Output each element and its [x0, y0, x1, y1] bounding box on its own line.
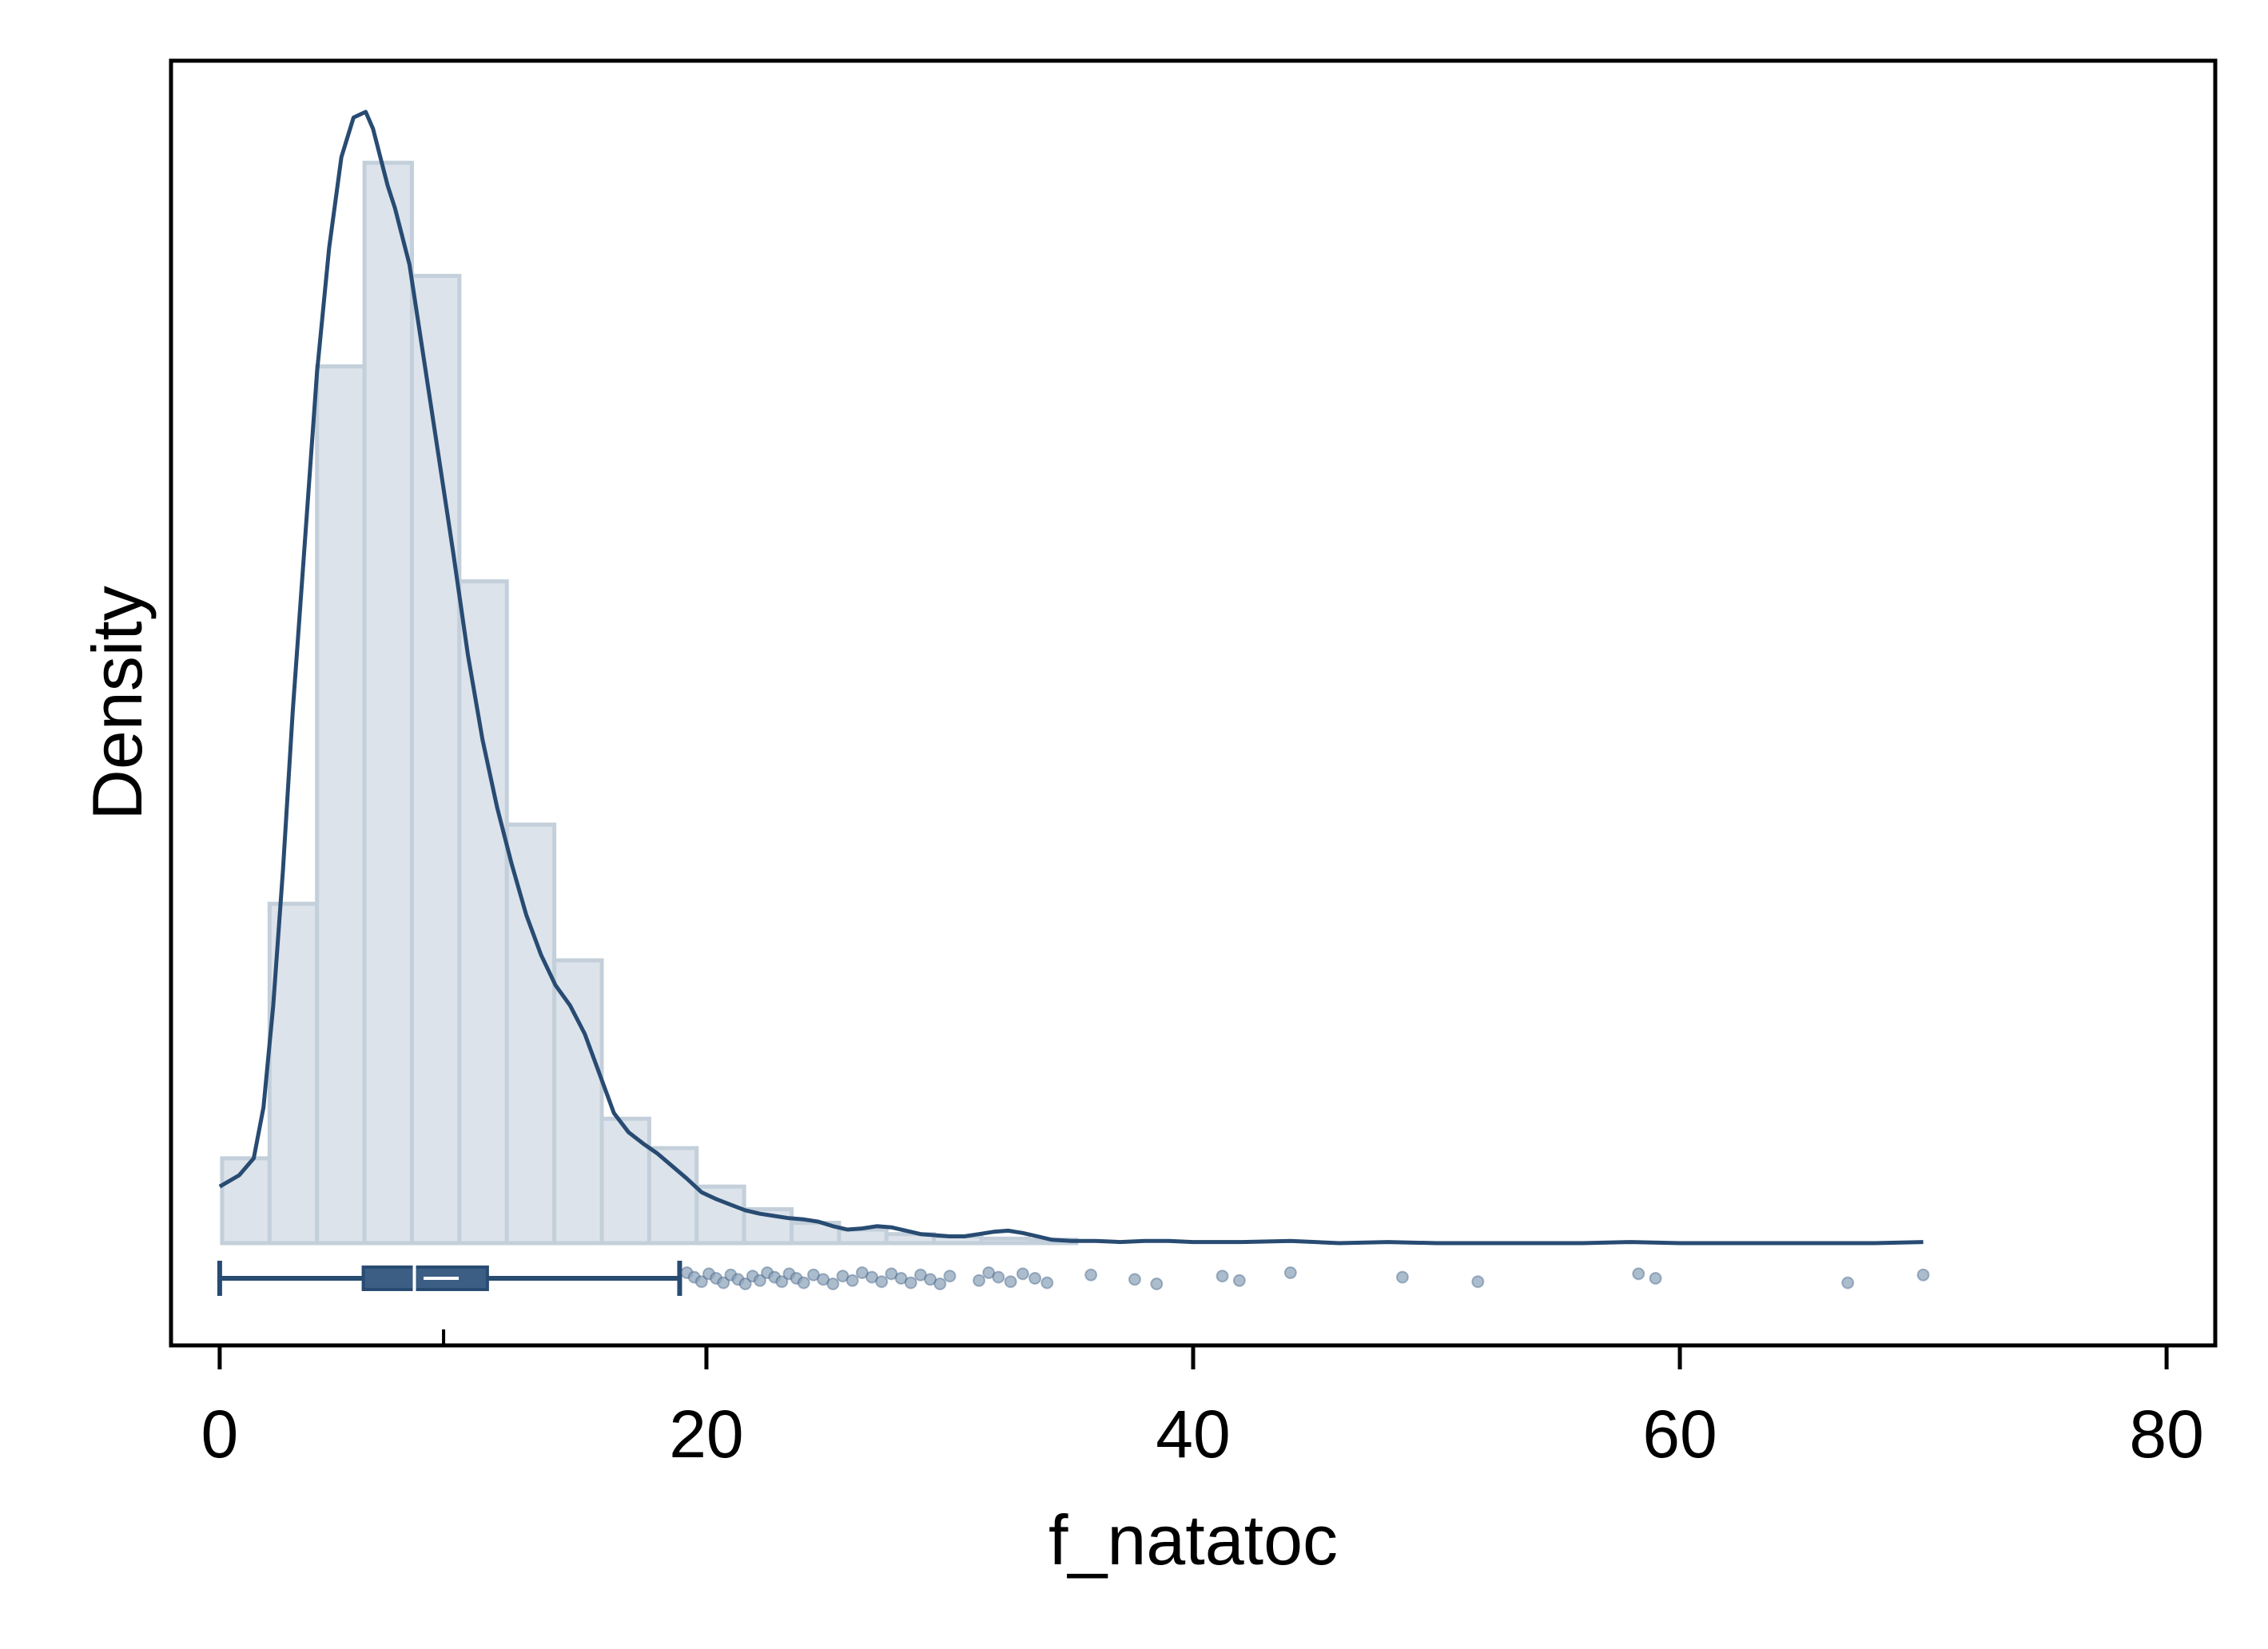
- boxplot-layer: [217, 1261, 1930, 1296]
- histogram-bar: [457, 579, 509, 1246]
- boxplot-outlier-point: [1632, 1267, 1645, 1281]
- boxplot-outlier-point: [1232, 1274, 1246, 1287]
- boxplot-outlier-point: [904, 1276, 917, 1289]
- boxplot-outlier-point: [1395, 1270, 1409, 1284]
- boxplot-outlier-point: [894, 1272, 908, 1285]
- boxplot-outlier-point: [913, 1268, 927, 1281]
- boxplot-outlier-point: [865, 1270, 879, 1284]
- boxplot-outlier-point: [933, 1277, 947, 1290]
- boxplot-outlier-point: [943, 1270, 957, 1283]
- boxplot-outlier-point: [982, 1266, 996, 1279]
- boxplot-outlier-point: [1216, 1270, 1229, 1283]
- boxplot-outlier-point: [1471, 1275, 1485, 1289]
- boxplot-outlier-point: [775, 1275, 789, 1289]
- x-tick-label: 80: [2129, 1397, 2203, 1472]
- boxplot-outlier-point: [738, 1277, 752, 1290]
- boxplot-outlier-point: [1016, 1267, 1029, 1281]
- histogram-bar: [694, 1184, 746, 1246]
- boxplot-outlier-point: [992, 1270, 1005, 1284]
- boxplot-outlier-point: [826, 1277, 840, 1290]
- histogram-bar: [409, 273, 462, 1246]
- boxplot-outlier-point: [836, 1270, 850, 1283]
- boxplot-outlier-point: [1128, 1273, 1141, 1286]
- kde-line: [218, 109, 1924, 1246]
- boxplot-outlier-point: [846, 1274, 859, 1287]
- boxplot-outlier-point: [1040, 1276, 1054, 1289]
- boxplot-outlier-point: [1916, 1268, 1930, 1281]
- boxplot-outlier-point: [885, 1267, 898, 1281]
- y-axis-title: Density: [78, 586, 157, 820]
- boxplot-outlier-point: [1084, 1268, 1098, 1281]
- x-tick-label: 60: [1642, 1397, 1717, 1472]
- histogram-bar: [504, 822, 557, 1246]
- x-axis-title: f_natatoc: [1048, 1500, 1338, 1579]
- histogram-bar: [599, 1116, 651, 1246]
- boxplot-outlier-point: [817, 1273, 830, 1286]
- boxplot-outlier-point: [855, 1266, 869, 1279]
- boxplot-outlier-point: [1649, 1272, 1662, 1285]
- boxplot-outlier-point: [973, 1274, 986, 1287]
- histogram-bar: [315, 364, 367, 1246]
- x-tick-label: 40: [1156, 1397, 1230, 1472]
- boxplot-outlier-point: [694, 1275, 708, 1289]
- boxplot-outlier-point: [1004, 1275, 1017, 1289]
- histogram-bar: [647, 1146, 699, 1246]
- kde-curve-layer: [218, 109, 1924, 1246]
- histogram-bar: [220, 1156, 272, 1246]
- histogram-bar: [362, 161, 414, 1246]
- boxplot-outlier-point: [1841, 1276, 1855, 1289]
- boxplot-outlier-point: [1283, 1266, 1297, 1279]
- histogram-bar: [979, 1236, 1031, 1246]
- boxplot-outlier-point: [753, 1274, 766, 1287]
- histogram-bar: [267, 901, 320, 1246]
- boxplot-outlier-point: [1029, 1272, 1042, 1285]
- histogram-bars: [220, 161, 1079, 1246]
- x-tick-label: 0: [201, 1397, 239, 1472]
- boxplot-outlier-point: [806, 1268, 820, 1281]
- histogram-bar: [552, 958, 604, 1246]
- histogram-bar: [837, 1227, 889, 1246]
- boxplot-outlier-point: [924, 1273, 937, 1286]
- x-axis: 0 20 40 60 80: [201, 1329, 2204, 1472]
- boxplot-outlier-point: [875, 1275, 889, 1289]
- boxplot-outlier-point: [717, 1276, 730, 1289]
- boxplot-outlier-point: [797, 1276, 810, 1289]
- x-tick-label: 20: [669, 1397, 743, 1472]
- boxplot-outlier-point: [1150, 1277, 1164, 1290]
